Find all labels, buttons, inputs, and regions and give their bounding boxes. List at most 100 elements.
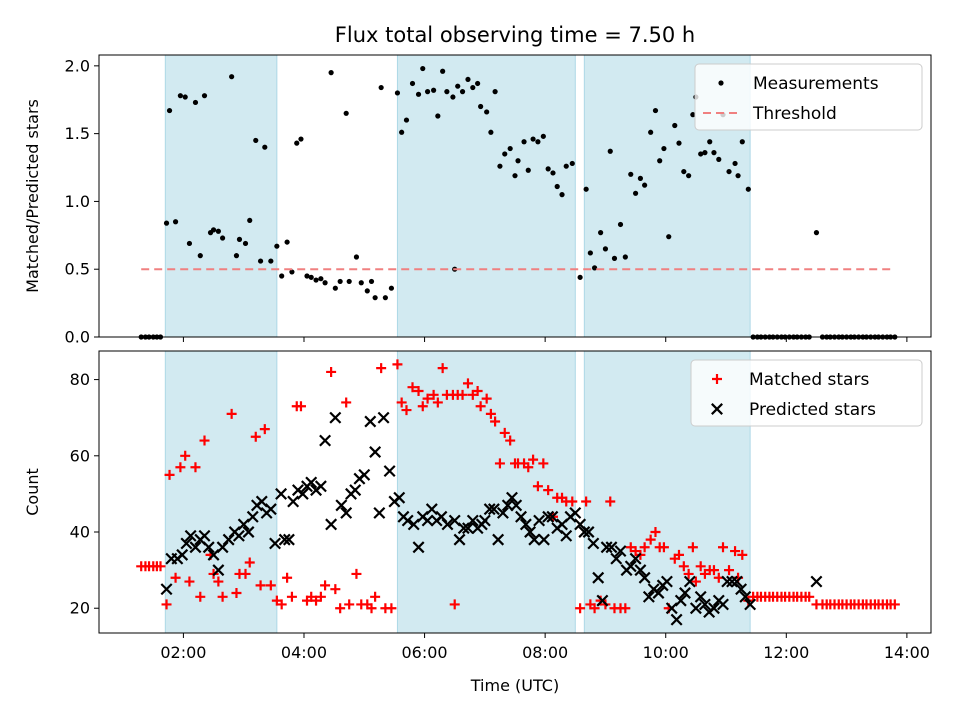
data-point xyxy=(216,541,229,554)
legend-box xyxy=(694,63,923,131)
y-tick-label: 1.5 xyxy=(65,124,90,143)
data-point xyxy=(401,405,412,416)
data-point xyxy=(533,514,546,527)
x-tick-label: 14:00 xyxy=(884,643,930,662)
data-point xyxy=(730,546,741,557)
data-point xyxy=(676,140,682,146)
data-point xyxy=(286,591,297,602)
data-point xyxy=(305,476,318,489)
series-matched-stars xyxy=(136,359,900,614)
data-point xyxy=(575,603,586,614)
data-point xyxy=(253,137,259,144)
data-point xyxy=(660,575,673,588)
shaded-interval xyxy=(396,54,576,338)
data-point xyxy=(282,572,293,583)
data-point xyxy=(661,145,667,152)
data-point xyxy=(540,133,546,139)
y-tick-label: 80 xyxy=(70,370,90,389)
plot-frame xyxy=(98,54,932,338)
data-point xyxy=(262,144,268,150)
data-point xyxy=(294,140,300,146)
data-point xyxy=(435,113,441,119)
data-point xyxy=(274,243,280,249)
data-point xyxy=(250,431,261,442)
data-point xyxy=(420,65,426,72)
data-point xyxy=(369,446,382,458)
data-point xyxy=(524,526,537,538)
data-point xyxy=(726,168,732,175)
data-point xyxy=(532,481,543,492)
data-point xyxy=(453,533,466,546)
data-point xyxy=(304,273,310,279)
data-point xyxy=(652,107,659,114)
data-point xyxy=(182,94,188,100)
data-point xyxy=(394,90,401,96)
y-tick-label: 40 xyxy=(70,523,90,542)
data-point xyxy=(388,285,395,291)
data-point xyxy=(587,250,593,256)
data-point xyxy=(523,462,534,473)
data-point xyxy=(515,510,528,523)
data-point xyxy=(378,84,384,91)
data-point xyxy=(160,583,173,596)
data-point xyxy=(624,560,637,573)
data-point xyxy=(605,496,616,507)
data-point xyxy=(172,219,179,225)
data-point xyxy=(440,68,446,74)
data-point xyxy=(455,83,461,89)
data-point xyxy=(683,575,696,588)
data-point xyxy=(265,580,276,591)
data-point xyxy=(396,397,407,408)
x-tick-label: 06:00 xyxy=(402,643,448,662)
data-point xyxy=(629,552,642,565)
data-point xyxy=(543,485,554,496)
data-point xyxy=(341,397,352,408)
data-point xyxy=(717,598,729,611)
data-point xyxy=(424,89,431,95)
data-point xyxy=(690,112,696,118)
y-tick-label: 20 xyxy=(70,599,90,618)
data-point xyxy=(184,529,197,542)
data-point xyxy=(177,93,183,99)
data-point xyxy=(412,541,425,554)
data-point xyxy=(201,93,208,99)
data-point xyxy=(810,575,823,588)
data-point xyxy=(600,541,613,554)
data-point xyxy=(478,103,484,110)
data-point xyxy=(545,166,551,172)
data-point xyxy=(559,192,565,198)
data-point xyxy=(180,450,191,461)
data-point xyxy=(231,587,242,598)
data-point xyxy=(318,276,324,282)
data-point xyxy=(329,411,342,424)
data-point xyxy=(344,599,355,610)
data-point xyxy=(521,139,527,145)
data-point xyxy=(337,278,343,285)
data-point xyxy=(226,408,237,419)
data-point xyxy=(244,557,255,568)
y-tick-label: 60 xyxy=(70,446,90,465)
data-point xyxy=(161,599,172,610)
data-point xyxy=(804,591,815,602)
data-point xyxy=(505,435,516,446)
data-point xyxy=(525,167,531,173)
data-point xyxy=(639,542,650,553)
data-point xyxy=(170,572,181,583)
shaded-interval xyxy=(164,54,278,338)
data-point xyxy=(392,359,403,370)
data-point xyxy=(199,435,210,446)
data-point xyxy=(335,603,346,614)
data-point xyxy=(711,150,717,156)
data-point xyxy=(320,580,331,591)
data-point xyxy=(236,236,243,242)
data-point xyxy=(614,545,627,558)
data-point xyxy=(673,549,684,560)
data-point xyxy=(569,506,582,519)
data-point xyxy=(319,434,332,447)
x-tick-label: 08:00 xyxy=(522,643,568,662)
data-point xyxy=(192,99,199,106)
plot-frame xyxy=(98,350,932,634)
legend-label: Measurements xyxy=(753,74,879,94)
data-point xyxy=(282,533,295,546)
